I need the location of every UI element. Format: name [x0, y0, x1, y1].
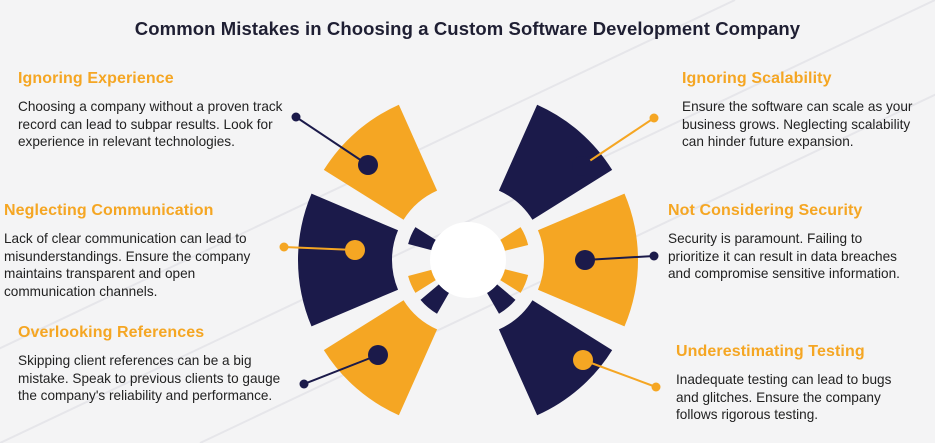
connector-references-line — [303, 354, 379, 385]
connector-references-marker — [368, 345, 388, 365]
item-body: Inadequate testing can lead to bugs and … — [676, 372, 892, 422]
connector-experience-marker — [358, 155, 378, 175]
connector-experience-endpoint — [291, 112, 301, 122]
connector-security-endpoint — [649, 251, 659, 261]
sector-scalability — [498, 104, 613, 220]
item-ignoring-scalability: Ignoring Scalability Ensure the software… — [682, 70, 927, 151]
connector-experience-line — [295, 116, 369, 166]
sector-communication — [298, 193, 399, 327]
item-heading: Ignoring Scalability — [682, 70, 832, 87]
item-body: Ensure the software can scale as your bu… — [682, 99, 913, 149]
sector-testing — [498, 300, 613, 416]
sector-experience — [323, 104, 438, 220]
item-heading: Ignoring Experience — [18, 70, 174, 87]
connector-testing-endpoint — [651, 382, 661, 392]
connector-scalability-marker — [572, 156, 592, 176]
item-heading: Underestimating Testing — [676, 343, 865, 360]
ring-piece-left-bottom — [420, 284, 449, 314]
connector-references-endpoint — [299, 379, 309, 389]
ring-piece-right-top — [500, 227, 529, 251]
item-not-considering-security: Not Considering Security Security is par… — [668, 202, 928, 283]
item-body: Choosing a company without a proven trac… — [18, 99, 283, 149]
ring-piece-left-mid — [408, 269, 436, 293]
item-overlooking-references: Overlooking References Skipping client r… — [18, 324, 318, 405]
item-heading: Overlooking References — [18, 324, 205, 341]
item-underestimating-testing: Underestimating Testing Inadequate testi… — [676, 343, 926, 424]
connector-scalability-line — [581, 117, 655, 167]
ring-piece-right-bottom — [487, 284, 516, 314]
connector-testing-line — [582, 359, 657, 388]
ring-piece-right-mid — [500, 269, 529, 293]
connector-testing-marker — [573, 350, 593, 370]
item-body: Skipping client references can be a big … — [18, 353, 281, 403]
ring-piece-left-top — [408, 227, 436, 251]
connector-communication-line — [283, 246, 356, 251]
center-hole — [430, 222, 506, 298]
connector-security-line — [584, 255, 655, 261]
item-body: Security is paramount. Failing to priori… — [668, 231, 900, 281]
connector-communication-marker — [345, 240, 365, 260]
connector-security-marker — [575, 250, 595, 270]
item-neglecting-communication: Neglecting Communication Lack of clear c… — [4, 202, 304, 300]
connector-scalability-endpoint — [649, 113, 659, 123]
connector-communication-endpoint — [279, 242, 289, 252]
page-title: Common Mistakes in Choosing a Custom Sof… — [134, 18, 801, 39]
item-heading: Neglecting Communication — [4, 202, 214, 219]
item-heading: Not Considering Security — [668, 202, 863, 219]
item-body: Lack of clear communication can lead to … — [4, 231, 251, 299]
item-ignoring-experience: Ignoring Experience Choosing a company w… — [18, 70, 318, 151]
